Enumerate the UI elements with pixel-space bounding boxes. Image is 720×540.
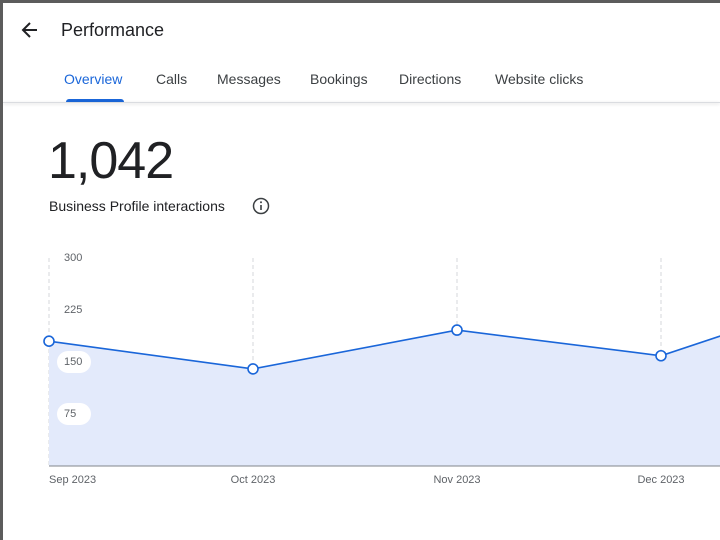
area [49,330,720,466]
x-tick-label: Sep 2023 [49,474,96,486]
tab[interactable]: Calls [156,71,188,87]
y-tick [57,403,91,425]
x-tick-label: Nov 2023 [433,474,480,486]
screen: Performance Overview Calls Messages Book… [3,3,720,540]
point [247,363,259,375]
y-tick-label: 225 [64,304,82,316]
tab[interactable]: Bookings [310,71,368,87]
tab[interactable]: Overview [64,71,123,87]
divider [3,102,720,103]
y-tick [57,351,91,373]
y-tick-label: 300 [64,252,82,264]
y-tick [57,299,91,321]
metric-label: Business Profile interactions [49,198,225,214]
tab[interactable]: Directions [399,71,462,87]
info-icon[interactable] [252,197,270,215]
y-tick [57,247,91,269]
y-tick-label: 75 [64,408,76,420]
tab[interactable]: Messages [217,71,281,87]
tab-indicator [66,99,124,102]
x-tick-label: Dec 2023 [637,474,684,486]
chart: 75 150 225 300 Sep 2023 Oct 2023 Nov 2023 Dec 2… [43,247,720,486]
page-title: Performance [61,20,165,40]
point [655,349,667,362]
tab[interactable]: Website clicks [495,71,584,87]
total: 1,042 [48,132,174,190]
back-arrow[interactable] [20,20,40,40]
x-tick-label: Oct 2023 [231,474,276,486]
point [451,324,463,336]
point [43,335,55,348]
y-tick-label: 150 [64,356,82,368]
